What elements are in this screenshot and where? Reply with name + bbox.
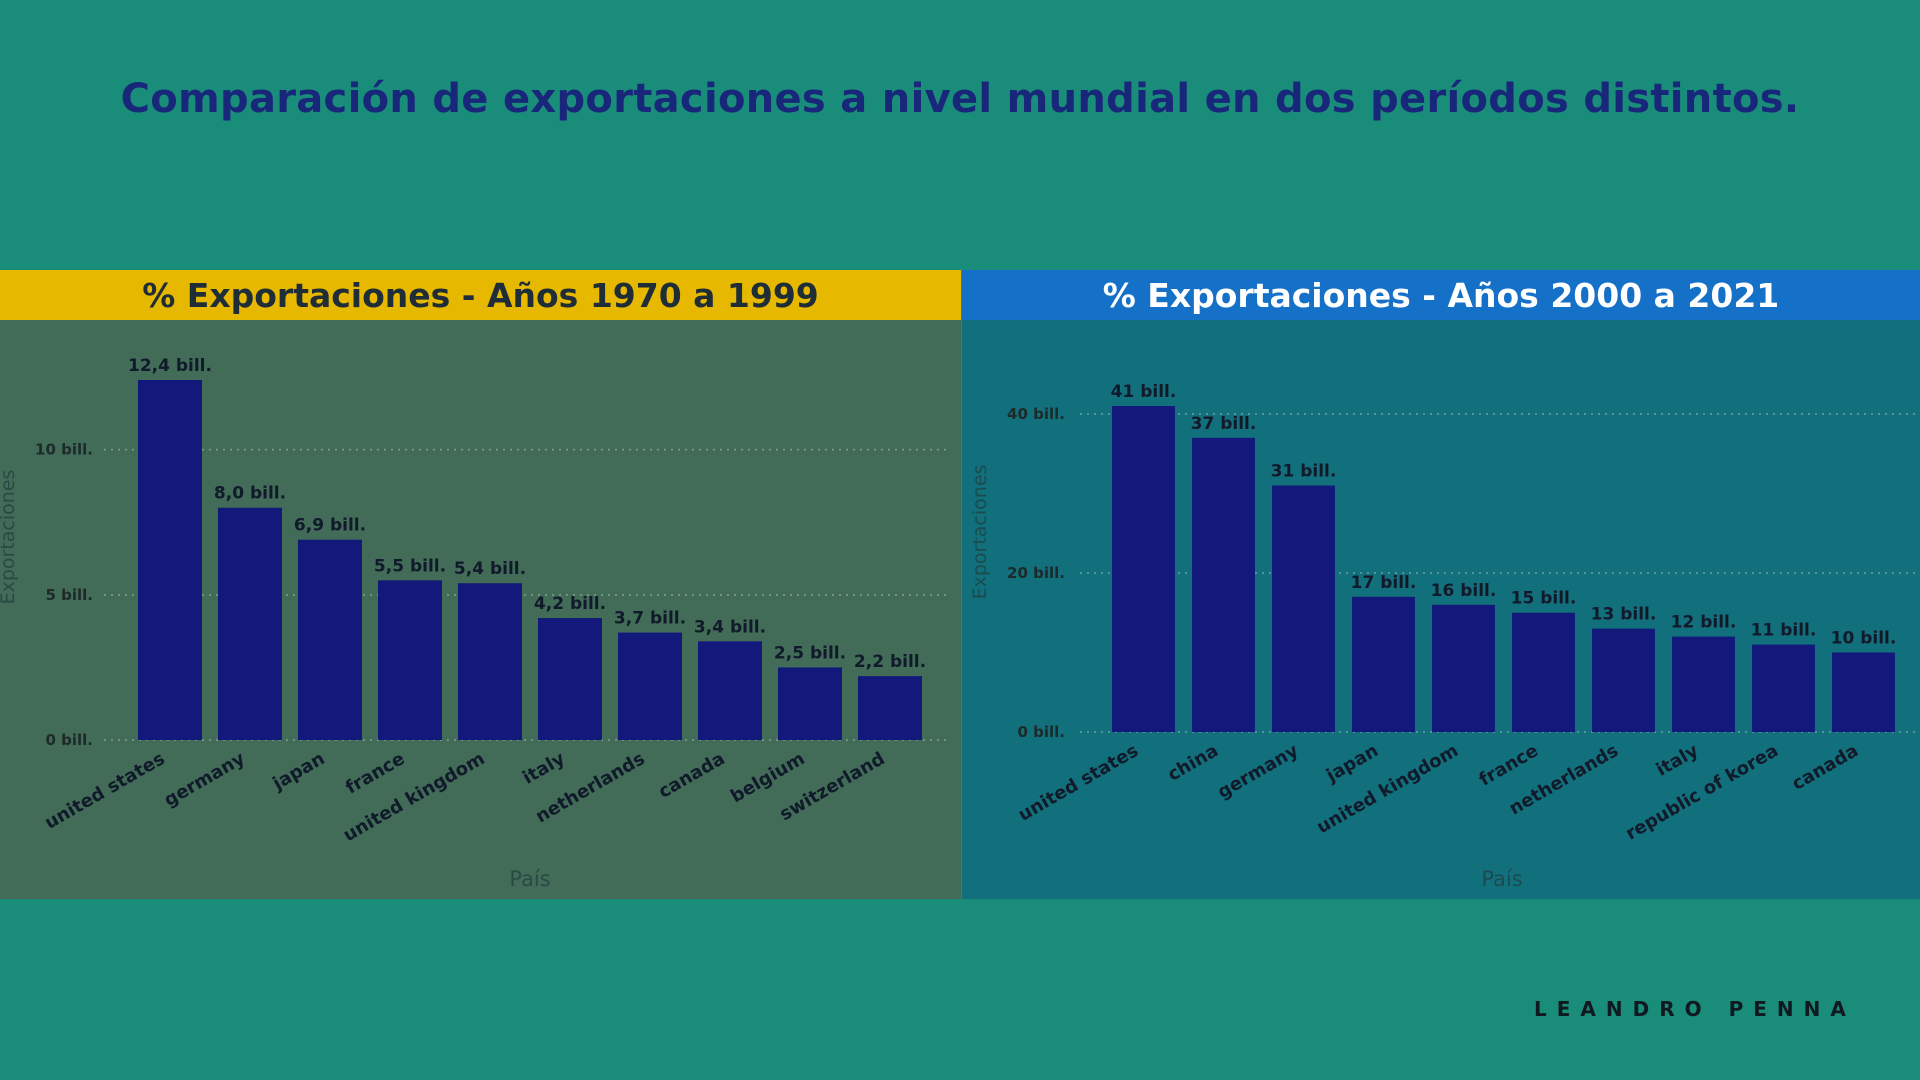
bar	[1432, 604, 1495, 732]
bar	[1832, 652, 1895, 732]
y-tick-label: 0 bill.	[45, 731, 93, 749]
data-label: 6,9 bill.	[294, 516, 366, 536]
data-label: 12,4 bill.	[128, 356, 212, 376]
x-tick-label: italy	[519, 748, 569, 789]
data-label: 3,7 bill.	[614, 609, 686, 629]
chart-panel-2000-2021: % Exportaciones - Años 2000 a 2021 0 bil…	[962, 270, 1920, 899]
bar-chart-2000-2021: 0 bill. 20 bill. 40 bill. Exportaciones 41 b…	[969, 382, 1920, 891]
x-tick-label: united states	[1015, 740, 1142, 826]
data-label: 4,2 bill.	[534, 594, 606, 614]
data-label: 37 bill.	[1191, 414, 1257, 434]
bar	[858, 676, 922, 740]
bar	[378, 580, 442, 740]
y-tick-label: 40 bill.	[1007, 405, 1065, 423]
x-tick-label: united kingdom	[340, 748, 489, 846]
bar	[778, 667, 842, 740]
y-tick-label: 20 bill.	[1007, 564, 1065, 582]
bar	[1192, 437, 1255, 732]
x-axis-title: País	[509, 867, 550, 891]
y-axis-title: Exportaciones	[969, 465, 991, 600]
x-tick-label: japan	[1322, 740, 1382, 787]
y-tick-label: 10 bill.	[35, 441, 93, 459]
y-tick-label: 5 bill.	[45, 586, 93, 604]
x-tick-label: japan	[268, 748, 328, 795]
chart-title-text: % Exportaciones - Años 2000 a 2021	[1102, 275, 1780, 315]
author-signature: LEANDRO PENNA	[1534, 997, 1856, 1021]
bar	[1512, 612, 1575, 732]
data-label: 13 bill.	[1591, 605, 1657, 625]
data-label: 11 bill.	[1751, 621, 1817, 641]
bar	[1672, 636, 1735, 732]
bar	[1352, 596, 1415, 732]
data-label: 16 bill.	[1431, 581, 1497, 601]
data-label: 10 bill.	[1831, 628, 1897, 648]
x-tick-label: china	[1164, 740, 1222, 785]
data-label: 5,5 bill.	[374, 556, 446, 576]
chart-title-2000-2021: % Exportaciones - Años 2000 a 2021	[962, 270, 1920, 320]
data-label: 5,4 bill.	[454, 559, 526, 579]
data-label: 2,2 bill.	[854, 652, 926, 672]
data-label: 2,5 bill.	[774, 643, 846, 663]
x-tick-label: canada	[1788, 740, 1862, 795]
bar	[138, 380, 202, 740]
bar	[618, 632, 682, 740]
bar-chart-1970-1999: 0 bill. 5 bill. 10 bill. Exportaciones 12,4 …	[0, 356, 950, 891]
chart-title-text: % Exportaciones - Años 1970 a 1999	[142, 275, 819, 315]
bar	[298, 539, 362, 740]
x-tick-label: united states	[41, 748, 168, 834]
data-label: 17 bill.	[1351, 573, 1417, 593]
x-tick-label: republic of korea	[1622, 740, 1782, 844]
chart-title-1970-1999: % Exportaciones - Años 1970 a 1999	[0, 270, 961, 320]
chart-panel-1970-1999: % Exportaciones - Años 1970 a 1999 0 bil…	[0, 270, 961, 899]
x-axis-title: País	[1481, 867, 1522, 891]
x-tick-label: germany	[1214, 740, 1302, 803]
x-tick-label: france	[342, 748, 408, 798]
x-tick-label: canada	[655, 748, 729, 803]
bar	[218, 507, 282, 740]
y-tick-label: 0 bill.	[1017, 723, 1065, 741]
bar	[698, 641, 762, 740]
data-label: 31 bill.	[1271, 462, 1337, 482]
data-label: 8,0 bill.	[214, 484, 286, 504]
x-tick-label: united kingdom	[1313, 740, 1462, 838]
x-tick-label: italy	[1653, 740, 1703, 781]
bar	[1272, 485, 1335, 732]
data-label: 12 bill.	[1671, 613, 1737, 633]
data-label: 3,4 bill.	[694, 617, 766, 637]
bar	[538, 618, 602, 740]
y-axis-title: Exportaciones	[0, 470, 19, 605]
bar	[1752, 644, 1815, 732]
bar	[1592, 628, 1655, 732]
data-label: 41 bill.	[1111, 382, 1177, 402]
x-tick-label: france	[1476, 740, 1542, 790]
bar	[1112, 406, 1175, 732]
page-title: Comparación de exportaciones a nivel mun…	[120, 76, 1800, 122]
bar	[458, 583, 522, 740]
x-tick-label: germany	[161, 748, 249, 811]
data-label: 15 bill.	[1511, 589, 1577, 609]
